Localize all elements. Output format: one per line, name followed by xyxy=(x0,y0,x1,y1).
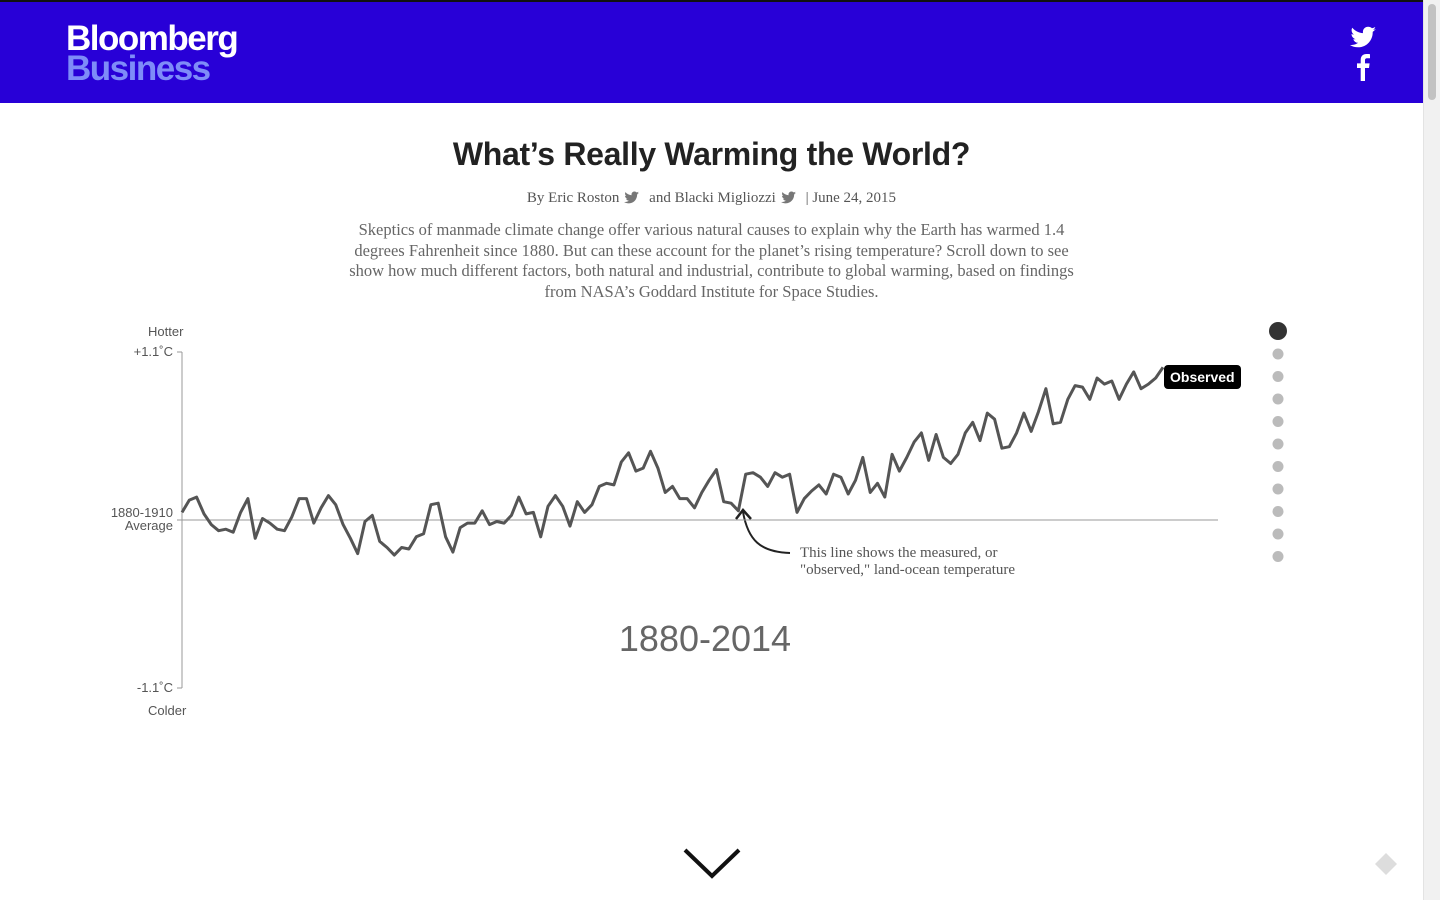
step-dot[interactable] xyxy=(1272,506,1284,517)
twitter-icon[interactable] xyxy=(780,191,796,205)
scrollbar[interactable] xyxy=(1423,0,1440,900)
step-dot[interactable] xyxy=(1272,371,1284,382)
logo-text[interactable]: Bloomberg xyxy=(66,19,239,58)
twitter-icon[interactable] xyxy=(1350,26,1376,48)
step-dot[interactable] xyxy=(1272,483,1284,495)
y-tick-label: +1.1˚C xyxy=(133,343,173,359)
facebook-icon[interactable] xyxy=(1357,54,1370,81)
period-label: 1880-2014 xyxy=(618,618,792,659)
arrow-head xyxy=(735,508,752,520)
author[interactable]: and Blacki Migliozzi xyxy=(649,190,776,206)
step-dot[interactable] xyxy=(1272,528,1284,540)
series-label: Observed xyxy=(1164,365,1241,389)
colder-label: Colder xyxy=(148,703,187,718)
step-dot[interactable] xyxy=(1272,461,1284,472)
byline: By Eric Roston and Blacki Migliozzi | Ju… xyxy=(0,190,1423,207)
headline: What’s Really Warming the World? xyxy=(452,136,971,172)
scroll-thumb[interactable] xyxy=(1428,4,1436,100)
logo-text[interactable]: Business xyxy=(66,49,211,88)
step-dot[interactable] xyxy=(1269,322,1287,340)
dek: Skeptics of manmade climate change offer… xyxy=(349,220,1074,301)
step-dot[interactable] xyxy=(1272,393,1284,405)
social-icons[interactable] xyxy=(1348,26,1378,82)
scroll-down-chevron[interactable] xyxy=(683,848,741,879)
feedback-icon[interactable] xyxy=(1375,853,1397,875)
step-dot[interactable] xyxy=(1272,551,1284,562)
step-dot[interactable] xyxy=(1272,438,1284,450)
twitter-icon[interactable] xyxy=(623,191,640,205)
series-line xyxy=(180,366,1165,557)
author[interactable]: By Eric Roston xyxy=(526,190,620,206)
annotation: This line shows the measured, or "observ… xyxy=(800,545,1016,578)
y-tick-label: -1.1˚C xyxy=(136,679,173,695)
annotation-arrow xyxy=(742,511,791,554)
top-bar: Bloomberg Business xyxy=(0,0,1423,103)
step-dot[interactable] xyxy=(1272,416,1284,427)
step-dot[interactable] xyxy=(1272,348,1284,360)
hotter-label: Hotter xyxy=(148,324,184,339)
y-tick-label: 1880-1910 Average xyxy=(110,505,173,533)
date: | June 24, 2015 xyxy=(805,190,897,206)
